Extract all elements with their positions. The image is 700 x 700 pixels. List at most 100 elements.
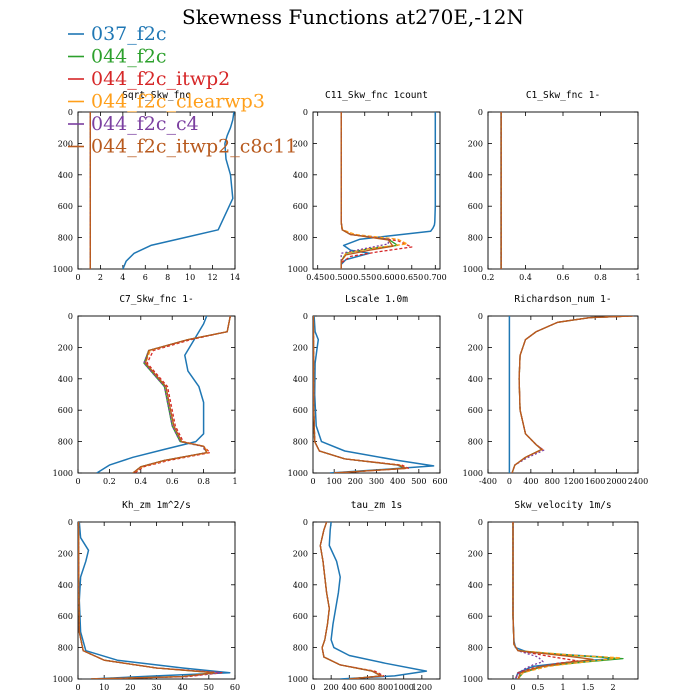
y-tick-label: 0 (478, 518, 483, 527)
x-tick-label: 10 (99, 683, 109, 692)
y-tick-label: 1000 (463, 469, 483, 478)
y-tick-label: 800 (293, 438, 308, 447)
y-tick-label: 200 (58, 343, 73, 352)
y-tick-label: 800 (58, 644, 73, 653)
series-group (340, 112, 437, 269)
x-tick-label: 1 (560, 683, 565, 692)
y-tick-label: 800 (468, 234, 483, 243)
series-line-037-f2c (96, 316, 208, 473)
y-tick-label: 200 (293, 139, 308, 148)
y-tick-label: 400 (58, 581, 73, 590)
series-line-044-f2c-itwp2 (511, 316, 633, 473)
x-tick-label: 0.4 (519, 273, 532, 282)
y-tick-label: 800 (58, 234, 73, 243)
figure-title: Skewness Functions at270E,-12N (182, 5, 524, 29)
series-group (89, 112, 235, 269)
series-line-044-f2c-c4 (511, 316, 633, 473)
x-tick-label: 1200 (564, 477, 584, 486)
y-tick-label: 600 (58, 612, 73, 621)
series-line-044-f2c-itwp2-c8c11 (512, 522, 594, 679)
y-tick-label: 800 (468, 644, 483, 653)
x-tick-label: 0.4 (134, 477, 147, 486)
x-tick-label: 0 (75, 273, 80, 282)
y-tick-label: 600 (293, 406, 308, 415)
x-tick-label: 0.600 (377, 273, 400, 282)
x-tick-label: 1.5 (582, 683, 595, 692)
x-tick-label: 50 (204, 683, 214, 692)
series-line-044-f2c-clearwp3 (313, 316, 407, 473)
y-tick-label: 0 (303, 312, 308, 321)
series-line-044-f2c-c4 (132, 316, 231, 473)
x-tick-label: 60 (230, 683, 240, 692)
x-tick-label: 20 (125, 683, 135, 692)
series-group (508, 316, 633, 473)
x-tick-label: 0 (75, 477, 80, 486)
panel-title: C7_Skw_fnc 1- (119, 294, 193, 305)
y-tick-label: 1000 (53, 469, 73, 478)
legend-label: 044_f2c (91, 46, 167, 68)
legend-label: 044_f2c_itwp2 (91, 68, 230, 90)
x-tick-label: 40 (178, 683, 188, 692)
x-tick-label: -400 (479, 477, 497, 486)
series-group (313, 316, 435, 473)
x-tick-label: 14 (230, 273, 240, 282)
x-tick-label: 0.2 (103, 477, 116, 486)
panel-title: Richardson_num 1- (514, 294, 611, 305)
x-tick-label: 0.8 (594, 273, 607, 282)
panel-title: Skw_velocity 1m/s (514, 500, 611, 511)
x-tick-label: 0.6 (557, 273, 570, 282)
series-line-044-f2c (132, 316, 231, 473)
series-line-044-f2c (512, 522, 624, 679)
x-tick-label: 0.700 (424, 273, 447, 282)
y-tick-label: 1000 (53, 675, 73, 684)
y-tick-label: 600 (58, 406, 73, 415)
series-line-044-f2c-itwp2-c8c11 (319, 522, 382, 679)
series-line-044-f2c-itwp2-c8c11 (340, 112, 394, 269)
y-tick-label: 200 (468, 139, 483, 148)
panel-9: Skw_velocity 1m/s 0 200 400 600 800 1000 0 0.5 1 1… (463, 500, 639, 692)
y-tick-label: 0 (478, 108, 483, 117)
x-tick-label: 10 (185, 273, 195, 282)
series-line-044-f2c (511, 316, 633, 473)
series-line-037-f2c (313, 316, 435, 473)
x-tick-label: 200 (324, 683, 339, 692)
series-line-037-f2c (122, 112, 235, 269)
series-line-037-f2c (340, 112, 437, 269)
series-line-044-f2c-clearwp3 (340, 112, 408, 269)
series-group (96, 316, 231, 473)
series-line-044-f2c-itwp2 (340, 112, 413, 269)
x-tick-label: 0 (310, 683, 315, 692)
x-tick-label: 200 (348, 477, 363, 486)
series-line-044-f2c-itwp2-c8c11 (132, 316, 231, 473)
y-tick-label: 800 (468, 438, 483, 447)
series-line-044-f2c-clearwp3 (132, 316, 231, 473)
series-group (319, 522, 428, 679)
x-tick-label: 1600 (585, 477, 605, 486)
y-tick-label: 400 (468, 581, 483, 590)
y-tick-label: 200 (468, 343, 483, 352)
x-tick-label: 0 (310, 477, 315, 486)
y-tick-label: 800 (293, 234, 308, 243)
x-tick-label: 400 (390, 477, 405, 486)
x-tick-label: 600 (360, 683, 375, 692)
x-tick-label: 0.500 (330, 273, 353, 282)
series-line-044-f2c-clearwp3 (511, 316, 633, 473)
y-tick-label: 200 (468, 549, 483, 558)
panel-title: C1_Skw_fnc 1- (526, 90, 600, 101)
x-tick-label: 400 (523, 477, 538, 486)
x-tick-label: 30 (151, 683, 161, 692)
legend-item: 044_f2c (68, 46, 167, 68)
x-tick-label: 300 (369, 477, 384, 486)
x-tick-label: 0.450 (306, 273, 329, 282)
y-tick-label: 800 (58, 438, 73, 447)
series-line-044-f2c (78, 522, 215, 679)
x-tick-label: 2000 (606, 477, 626, 486)
y-tick-label: 400 (293, 375, 308, 384)
x-tick-label: 2400 (628, 477, 648, 486)
legend-label: 044_f2c_clearwp3 (91, 91, 265, 113)
